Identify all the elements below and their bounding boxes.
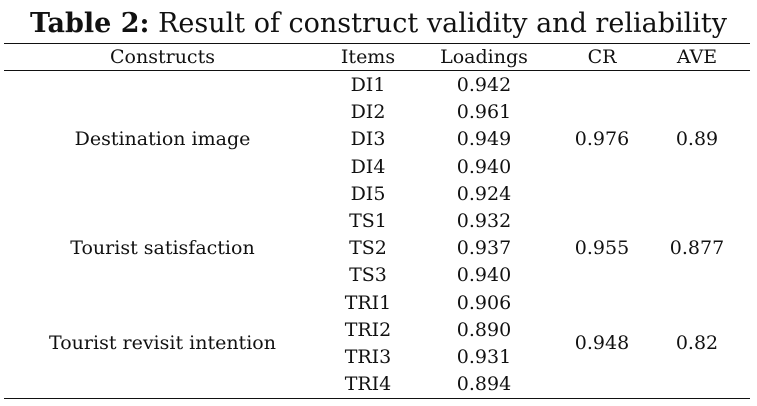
item-loading: 0.931 <box>456 346 512 368</box>
item-code: DI1 <box>350 74 386 96</box>
item-code: TRI3 <box>344 346 392 368</box>
item-code: DI2 <box>350 101 386 124</box>
item-code: TS1 <box>349 210 387 232</box>
item-code: TS2 <box>349 237 387 260</box>
item-loading: 0.942 <box>456 74 512 96</box>
item-loading: 0.932 <box>456 210 512 232</box>
table-bottom-rule <box>4 398 750 399</box>
item-code: TRI2 <box>344 318 392 341</box>
item-loading: 0.949 <box>456 128 512 151</box>
construct-cr: 0.955 <box>574 237 630 260</box>
table-caption: Table 2: Result of construct validity an… <box>0 7 757 41</box>
table-title: Result of construct validity and reliabi… <box>149 8 727 39</box>
item-code: DI3 <box>350 128 386 151</box>
header-loadings: Loadings <box>440 46 528 68</box>
header-rule <box>4 70 750 71</box>
construct-name: Destination image <box>74 128 251 151</box>
construct-ave: 0.877 <box>669 237 725 260</box>
header-cr: CR <box>587 46 617 68</box>
construct-cr: 0.948 <box>574 332 630 355</box>
table-top-rule <box>4 43 750 44</box>
item-loading: 0.940 <box>456 264 512 287</box>
item-loading: 0.961 <box>456 101 512 124</box>
construct-name: Tourist revisit intention <box>49 332 276 355</box>
item-loading: 0.894 <box>456 373 512 396</box>
item-code: DI4 <box>350 155 386 178</box>
header-items: Items <box>340 46 396 68</box>
item-loading: 0.906 <box>456 291 512 314</box>
table-label: Table 2: <box>30 8 150 39</box>
item-loading: 0.924 <box>456 182 512 205</box>
header-ave: AVE <box>676 46 718 68</box>
construct-ave: 0.82 <box>675 332 719 355</box>
item-loading: 0.940 <box>456 155 512 178</box>
item-loading: 0.937 <box>456 237 512 260</box>
construct-ave: 0.89 <box>675 128 719 151</box>
item-code: TRI4 <box>344 373 392 396</box>
item-code: DI5 <box>350 182 386 205</box>
item-loading: 0.890 <box>456 318 512 341</box>
header-constructs: Constructs <box>110 46 215 68</box>
construct-cr: 0.976 <box>574 128 630 151</box>
construct-name: Tourist satisfaction <box>70 237 255 260</box>
item-code: TS3 <box>349 264 387 287</box>
item-code: TRI1 <box>344 291 392 314</box>
